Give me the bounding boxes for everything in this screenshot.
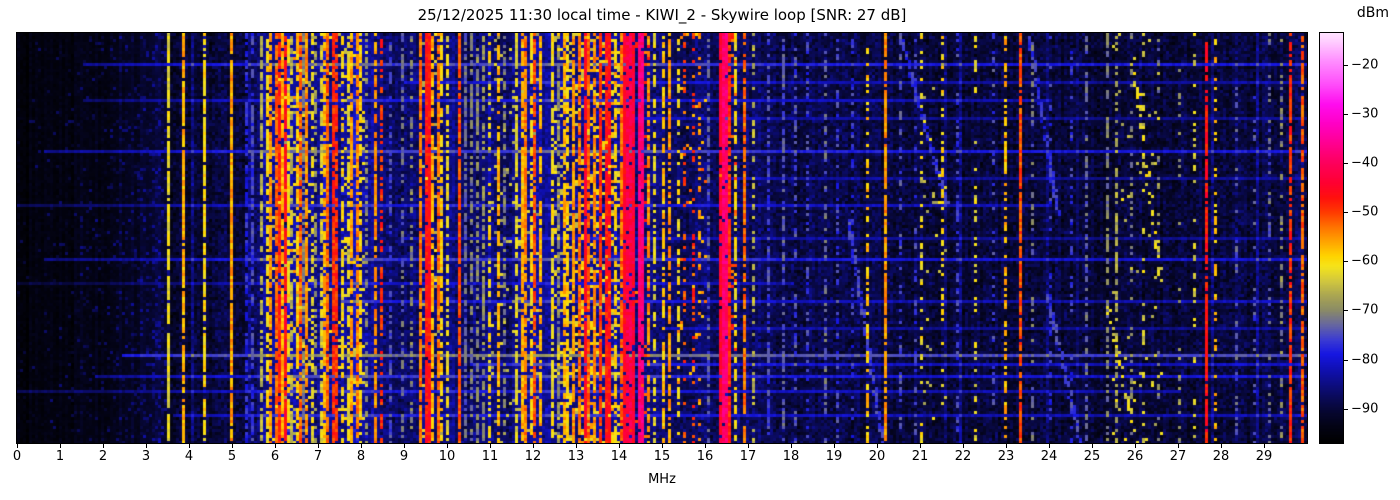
x-tick-mark	[490, 444, 491, 448]
x-tick-mark	[232, 444, 233, 448]
x-tick-mark	[834, 444, 835, 448]
colorbar-tick-mark	[1344, 310, 1348, 312]
x-tick-mark	[17, 444, 18, 448]
x-tick-mark	[361, 444, 362, 448]
x-tick-label: 20	[868, 449, 886, 464]
x-tick-label: 27	[1169, 449, 1187, 464]
x-tick-label: 16	[696, 449, 714, 464]
x-tick-label: 21	[911, 449, 929, 464]
colorbar-gradient-canvas	[1320, 33, 1343, 443]
x-tick-mark	[877, 444, 878, 448]
x-tick-label: 11	[481, 449, 499, 464]
colorbar-tick-mark	[1344, 261, 1348, 263]
waterfall-heatmap-canvas	[17, 33, 1307, 443]
x-tick-label: 19	[825, 449, 843, 464]
colorbar-tick-label: −70	[1351, 302, 1379, 318]
x-tick-mark	[619, 444, 620, 448]
x-tick-label: 17	[739, 449, 757, 464]
colorbar-tick-mark	[1344, 114, 1348, 116]
x-tick-mark	[1049, 444, 1050, 448]
x-tick-label: 22	[954, 449, 972, 464]
x-tick-mark	[533, 444, 534, 448]
x-tick-mark	[791, 444, 792, 448]
x-axis-unit-label: MHz	[648, 472, 676, 487]
x-tick-label: 15	[653, 449, 671, 464]
x-tick-label: 25	[1083, 449, 1101, 464]
x-tick-mark	[404, 444, 405, 448]
x-tick-mark	[1092, 444, 1093, 448]
colorbar-tick-mark	[1344, 408, 1348, 410]
x-tick-label: 12	[524, 449, 542, 464]
x-tick-mark	[748, 444, 749, 448]
x-tick-label: 14	[610, 449, 628, 464]
x-tick-mark	[103, 444, 104, 448]
x-tick-label: 18	[782, 449, 800, 464]
x-tick-label: 2	[98, 449, 108, 464]
colorbar-tick-label: −90	[1351, 401, 1379, 417]
x-tick-mark	[1178, 444, 1179, 448]
x-tick-mark	[275, 444, 276, 448]
colorbar-tick-label: −60	[1351, 253, 1379, 269]
x-tick-mark	[1221, 444, 1222, 448]
x-tick-mark	[920, 444, 921, 448]
x-tick-mark	[1006, 444, 1007, 448]
x-tick-mark	[146, 444, 147, 448]
x-tick-label: 5	[227, 449, 237, 464]
plot-title: 25/12/2025 11:30 local time - KIWI_2 - S…	[417, 6, 907, 24]
x-tick-label: 3	[141, 449, 151, 464]
x-tick-mark	[705, 444, 706, 448]
x-tick-label: 26	[1126, 449, 1144, 464]
x-tick-mark	[662, 444, 663, 448]
x-tick-label: 7	[313, 449, 323, 464]
x-tick-label: 23	[997, 449, 1015, 464]
colorbar-tick-mark	[1344, 212, 1348, 214]
x-tick-mark	[576, 444, 577, 448]
x-tick-label: 9	[399, 449, 409, 464]
colorbar-tick-label: −30	[1351, 106, 1379, 122]
colorbar-tick-mark	[1344, 64, 1348, 66]
colorbar-tick-label: −50	[1351, 204, 1379, 220]
x-tick-mark	[447, 444, 448, 448]
colorbar-tick-label: −40	[1351, 155, 1379, 171]
x-tick-label: 8	[356, 449, 366, 464]
x-tick-label: 29	[1255, 449, 1273, 464]
x-tick-label: 24	[1040, 449, 1058, 464]
waterfall-plot-area	[16, 32, 1308, 444]
x-tick-label: 6	[270, 449, 280, 464]
colorbar	[1319, 32, 1344, 444]
x-tick-label: 10	[438, 449, 456, 464]
x-tick-label: 13	[567, 449, 585, 464]
x-tick-mark	[60, 444, 61, 448]
x-tick-mark	[963, 444, 964, 448]
x-tick-label: 1	[55, 449, 65, 464]
colorbar-tick-label: −80	[1351, 352, 1379, 368]
x-tick-label: 28	[1212, 449, 1230, 464]
colorbar-unit-label: dBm	[1356, 5, 1390, 21]
x-tick-mark	[189, 444, 190, 448]
x-tick-label: 0	[12, 449, 22, 464]
x-tick-mark	[1135, 444, 1136, 448]
x-tick-mark	[1264, 444, 1265, 448]
colorbar-tick-label: −20	[1351, 57, 1379, 73]
x-tick-mark	[318, 444, 319, 448]
colorbar-tick-mark	[1344, 163, 1348, 165]
colorbar-tick-mark	[1344, 359, 1348, 361]
x-tick-label: 4	[184, 449, 194, 464]
